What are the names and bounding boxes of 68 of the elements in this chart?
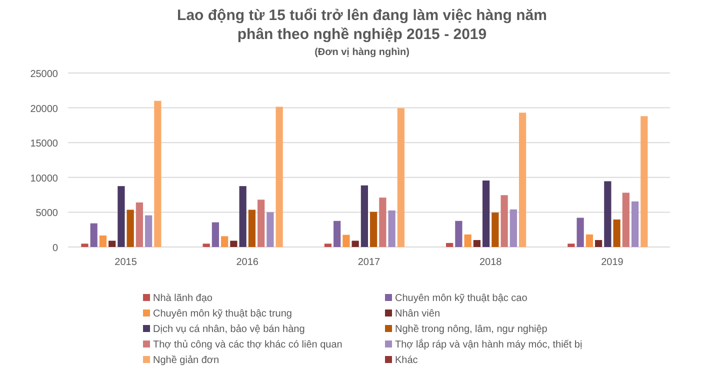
legend-label: Nghề giản đơn [153,355,220,366]
bar [352,240,359,247]
y-tick-label: 15000 [30,138,58,150]
bar [568,244,575,247]
bar [604,181,612,247]
bar [145,215,152,247]
legend-label: Thợ lắp ráp và vận hành máy móc, thiết bị [395,338,582,350]
legend-label: Chuyên môn kỹ thuật bậc cao [395,293,528,304]
bar [576,218,584,247]
legend-label: Dịch vụ cá nhân, bảo vệ bán hàng [153,324,305,335]
bar [202,244,210,247]
x-tick-label: 2016 [236,257,259,268]
bar [397,108,404,247]
bar [446,242,454,247]
y-tick-label: 20000 [30,104,58,115]
chart-title: Lao động từ 15 tuổi trở lên đang làm việc hàng năm phân theo nghề nghiệp 2015 - 2019 [177,7,547,43]
bar [379,198,386,247]
y-tick-label: 5000 [36,208,58,220]
bar [118,186,125,247]
y-tick-label: 10000 [30,173,58,184]
bar [108,240,116,247]
bar [360,185,368,247]
legend-label: Nhà lãnh đạo [153,293,213,304]
legend-label: Nghề trong nông, lâm, ngư nghiệp [395,324,548,335]
bar [342,234,350,247]
legend-label: Chuyên môn kỹ thuật bậc trung [153,308,292,320]
y-tick-label: 25000 [30,69,58,80]
bar [455,220,462,247]
y-tick-label: 0 [52,243,58,254]
bar [126,210,134,247]
bar [154,100,162,247]
bar [388,210,396,247]
bar [518,112,526,247]
bar [81,244,88,247]
bar [212,222,220,247]
x-tick-label: 2015 [114,257,138,268]
bar [136,202,144,247]
bar [99,236,107,247]
bar [258,200,265,247]
bar [221,236,228,247]
x-tick-label: 2017 [358,257,381,268]
bar [248,210,256,247]
bar [276,106,283,247]
bar [622,192,630,247]
bar [482,180,490,247]
bar [370,212,378,247]
bar [613,220,620,247]
bar [492,212,499,247]
x-tick-label: 2018 [479,257,502,268]
legend-label: Thợ thủ công và các thợ khác có liên quan [153,340,342,350]
bar [230,240,238,247]
legend-label: Khác [395,355,418,366]
x-tick-label: 2019 [601,257,624,268]
bar [500,195,508,247]
bar [266,212,274,247]
bar [510,209,517,247]
chart-subtitle: (Đơn vị hàng nghìn) [314,47,410,58]
bar [594,240,602,247]
bar [239,186,246,247]
bar [324,244,332,247]
bar [334,220,341,247]
bar [586,234,593,247]
bar [631,201,639,247]
bar [464,234,472,247]
bar [640,116,648,247]
bar [90,223,98,247]
legend-label: Nhân viên [395,308,440,320]
bar [473,240,480,247]
